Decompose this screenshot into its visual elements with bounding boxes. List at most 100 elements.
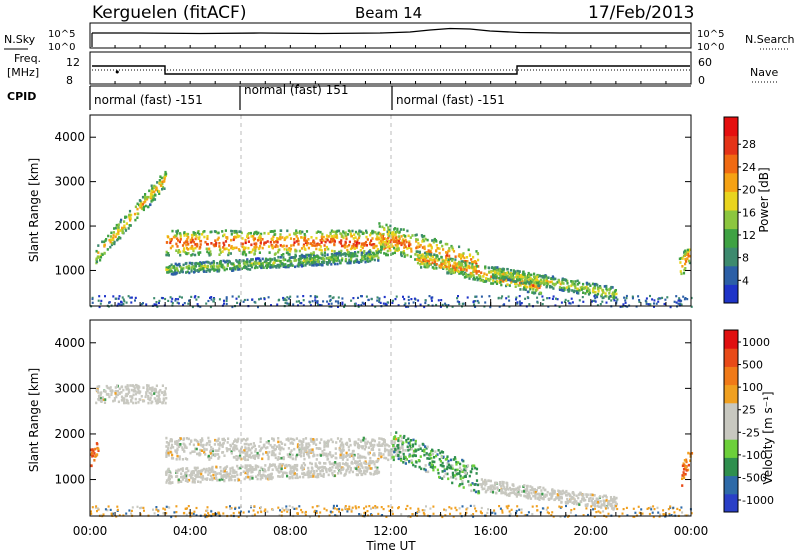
data-cell [272, 262, 275, 266]
data-cell [358, 459, 361, 463]
data-cell [460, 257, 463, 260]
data-cell [543, 283, 546, 286]
data-cell [330, 462, 334, 466]
data-cell [258, 251, 261, 254]
data-cell [325, 454, 328, 458]
data-cell [480, 478, 483, 481]
noise-cell [582, 300, 585, 303]
data-cell [575, 502, 578, 506]
data-cell [518, 485, 521, 488]
data-cell [599, 286, 602, 290]
data-cell [411, 234, 414, 237]
data-cell [489, 486, 492, 490]
noise-cell [98, 295, 101, 298]
noise-cell [142, 302, 144, 305]
noise-cell [210, 298, 213, 301]
data-cell [108, 387, 111, 390]
data-cell [372, 246, 375, 250]
data-cell [204, 240, 207, 244]
data-cell [257, 473, 260, 477]
data-cell [591, 497, 595, 500]
data-cell [451, 473, 455, 476]
data-cell [220, 265, 223, 269]
data-cell [278, 447, 281, 450]
data-cell [319, 466, 322, 469]
data-cell [253, 238, 256, 242]
data-cell [261, 262, 264, 265]
data-cell [390, 456, 393, 459]
data-cell [241, 237, 244, 240]
data-cell [244, 452, 247, 456]
data-cell [149, 203, 152, 206]
data-cell [556, 493, 559, 496]
data-cell [450, 475, 453, 479]
data-cell [586, 504, 589, 508]
noise-cell [625, 294, 628, 298]
data-cell [353, 243, 356, 247]
data-cell [286, 251, 289, 254]
data-cell [327, 452, 330, 456]
data-cell [283, 238, 286, 242]
noise-cell [289, 295, 292, 298]
data-cell [487, 277, 490, 281]
data-cell [332, 259, 335, 263]
data-cell [447, 477, 450, 481]
data-cell [214, 438, 217, 442]
data-cell [364, 441, 367, 444]
data-cell [243, 477, 246, 481]
data-cell [371, 444, 374, 447]
noise-cell [653, 305, 655, 308]
data-cell [443, 266, 446, 269]
noise-cell [404, 302, 407, 305]
data-cell [339, 251, 342, 255]
data-cell [96, 256, 99, 259]
data-cell [472, 255, 475, 259]
data-cell [212, 261, 216, 265]
noise-cell [367, 298, 370, 301]
noise-cell [624, 301, 627, 304]
data-cell [174, 442, 177, 445]
data-cell [246, 259, 249, 262]
data-cell [184, 471, 187, 475]
data-cell [429, 244, 432, 247]
noise-cell [334, 300, 337, 303]
data-cell [174, 270, 177, 273]
noise-cell [130, 301, 133, 304]
data-cell [334, 461, 337, 464]
data-cell [123, 401, 126, 405]
data-cell [350, 254, 353, 257]
data-cell [427, 470, 430, 474]
data-cell [445, 267, 448, 271]
data-cell [424, 260, 427, 264]
data-cell [264, 259, 267, 262]
data-cell [372, 438, 375, 442]
noise-cell [403, 298, 406, 301]
data-cell [400, 251, 403, 254]
data-cell [294, 265, 297, 269]
data-cell [593, 284, 596, 287]
data-cell [289, 250, 292, 253]
data-cell [435, 267, 438, 270]
data-cell [441, 461, 444, 465]
data-cell [295, 235, 298, 238]
data-cell [273, 453, 276, 457]
data-cell [615, 292, 618, 296]
data-cell [224, 260, 227, 264]
data-cell [586, 493, 589, 497]
data-cell [529, 287, 532, 291]
data-cell [397, 437, 400, 440]
data-cell [268, 450, 271, 454]
colorbar-swatch [724, 284, 738, 304]
data-cell [163, 187, 166, 190]
data-cell [531, 278, 534, 281]
colorbar-swatch [724, 191, 738, 211]
data-cell [505, 284, 508, 288]
data-cell [297, 263, 300, 266]
data-cell [440, 262, 444, 266]
data-cell [249, 262, 252, 266]
data-cell [258, 262, 261, 265]
noise-cell [536, 301, 539, 304]
data-cell [604, 292, 607, 295]
noise-cell [115, 297, 118, 300]
noise-cell [520, 302, 523, 305]
